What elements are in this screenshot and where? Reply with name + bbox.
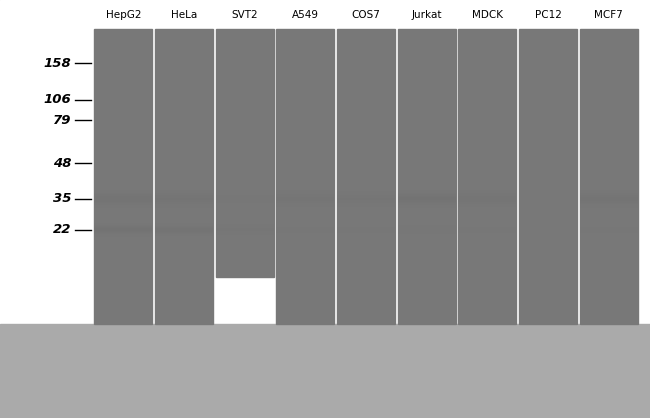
Bar [458, 29, 516, 324]
Bar [155, 29, 213, 324]
Text: MDCK: MDCK [472, 10, 503, 20]
Bar [398, 29, 456, 324]
Text: 48: 48 [53, 157, 72, 170]
Text: 158: 158 [44, 57, 72, 70]
Text: SVT2: SVT2 [231, 10, 258, 20]
Bar [337, 29, 395, 324]
Bar [519, 29, 577, 324]
Text: A549: A549 [292, 10, 318, 20]
Text: HeLa: HeLa [171, 10, 197, 20]
Bar [0, 324, 650, 418]
Text: Jurkat: Jurkat [411, 10, 442, 20]
Text: COS7: COS7 [352, 10, 380, 20]
Bar [94, 29, 152, 324]
Text: 22: 22 [53, 223, 72, 236]
Bar [580, 29, 638, 324]
Text: PC12: PC12 [534, 10, 562, 20]
Text: 79: 79 [53, 114, 72, 127]
Bar [0, 0, 650, 324]
Text: MCF7: MCF7 [594, 10, 623, 20]
Text: HepG2: HepG2 [105, 10, 141, 20]
Bar [216, 29, 274, 277]
Bar [276, 29, 334, 324]
Text: 35: 35 [53, 192, 72, 205]
Text: 106: 106 [44, 94, 72, 107]
